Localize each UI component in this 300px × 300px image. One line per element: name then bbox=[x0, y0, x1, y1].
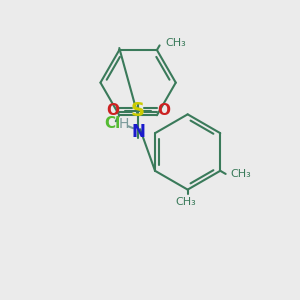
Text: Cl: Cl bbox=[104, 116, 121, 131]
Text: CH₃: CH₃ bbox=[166, 38, 186, 48]
Text: S: S bbox=[131, 101, 145, 120]
Text: N: N bbox=[131, 123, 145, 141]
Text: O: O bbox=[158, 103, 170, 118]
Text: O: O bbox=[106, 103, 119, 118]
Text: H: H bbox=[119, 117, 129, 131]
Text: CH₃: CH₃ bbox=[175, 197, 196, 207]
Text: CH₃: CH₃ bbox=[230, 169, 251, 179]
